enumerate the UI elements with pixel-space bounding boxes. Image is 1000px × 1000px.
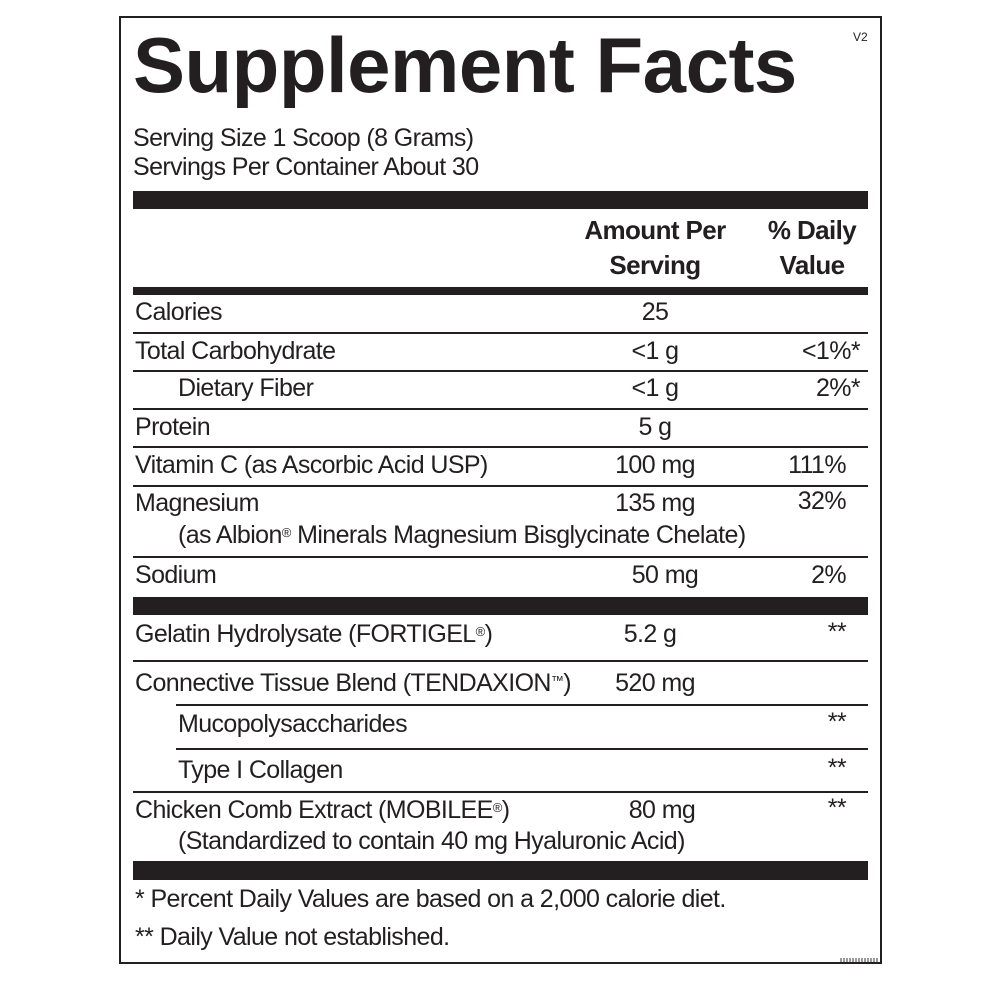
row-amount: <1 g [631,337,680,365]
ingredient-text: ) [563,669,572,697]
row-name: Calories [135,298,223,326]
ingredient-dv: ** [827,754,847,782]
ingredient-text: Chicken Comb Extract (MOBILEE [135,796,493,824]
version-mark: V2 [853,30,868,44]
row-subtext: (as Albion® Minerals Magnesium Bisglycin… [178,521,746,549]
ingredient-name: Mucopolysaccharides [178,710,408,738]
row-divider [133,408,868,410]
divider-thick [133,597,868,615]
header-amount-1: Amount Per [584,215,726,245]
row-name: Dietary Fiber [178,374,314,402]
row-name: Magnesium [135,489,259,517]
row-divider [133,556,868,558]
ingredient-dv: ** [827,794,847,822]
ingredient-amount: 80 mg [628,796,696,824]
row-name: Vitamin C (as Ascorbic Acid USP) [135,451,488,479]
row-dv: 32% [797,487,847,515]
ingredient-text: Connective Tissue Blend (TENDAXION [135,669,551,697]
registered-mark: ® [475,624,486,639]
registered-mark: ® [492,800,503,815]
ingredient-amount: 5.2 g [623,620,677,648]
ingredient-name: Chicken Comb Extract (MOBILEE®) [135,796,510,824]
row-amount: 50 mg [631,561,699,589]
ingredient-text: ) [501,796,510,824]
fine-print-code [840,958,878,962]
row-name: Protein [135,413,211,441]
header-amount-2: Serving [609,250,701,280]
row-name: Sodium [135,561,217,589]
ingredient-text: Gelatin Hydrolysate (FORTIGEL [135,620,476,648]
row-dv: <1%* [801,337,861,365]
label-title: Supplement Facts [133,21,797,109]
registered-mark: ® [281,525,292,540]
row-divider [133,660,868,662]
header-dv-1: % Daily [767,215,857,245]
row-dv: 2%* [815,374,861,402]
ingredient-name: Connective Tissue Blend (TENDAXION™) [135,669,572,697]
header-amount: Amount Per Serving [575,213,735,283]
row-name: Total Carbohydrate [135,337,336,365]
ingredient-subtext: (Standardized to contain 40 mg Hyaluroni… [178,827,685,855]
serving-size: Serving Size 1 Scoop (8 Grams) [133,124,474,152]
row-divider [133,791,868,793]
subtext-part: Minerals Magnesium Bisglycinate Chelate) [290,521,746,549]
header-dv-2: Value [779,250,846,280]
footnote-percent-dv: * Percent Daily Values are based on a 2,… [135,885,726,913]
divider-thick [133,861,868,880]
ingredient-name: Gelatin Hydrolysate (FORTIGEL®) [135,620,493,648]
header-dv: % Daily Value [752,213,872,283]
label-frame [119,16,882,964]
row-divider [133,485,868,487]
row-amount: 5 g [638,413,673,441]
ingredient-name: Type I Collagen [178,756,343,784]
row-amount: 135 mg [615,489,695,517]
trademark-mark: ™ [550,673,564,688]
row-amount: 100 mg [615,451,695,479]
ingredient-amount: 520 mg [615,669,695,697]
ingredient-dv: ** [827,618,847,646]
row-divider [176,704,868,706]
row-amount: 25 [641,298,669,326]
row-divider [133,370,868,372]
row-dv: 2% [811,561,847,589]
footnote-dv-not-established: ** Daily Value not established. [135,923,450,951]
divider-thick [133,191,868,209]
ingredient-text: ) [484,620,493,648]
row-divider [176,748,868,750]
row-divider [133,446,868,448]
row-dv: 111% [788,451,846,479]
ingredient-dv: ** [827,708,847,736]
divider-medium [133,287,868,295]
row-divider [133,332,868,334]
row-amount: <1 g [631,374,680,402]
servings-per-container: Servings Per Container About 30 [133,153,479,181]
subtext-part: (as Albion [178,521,282,549]
